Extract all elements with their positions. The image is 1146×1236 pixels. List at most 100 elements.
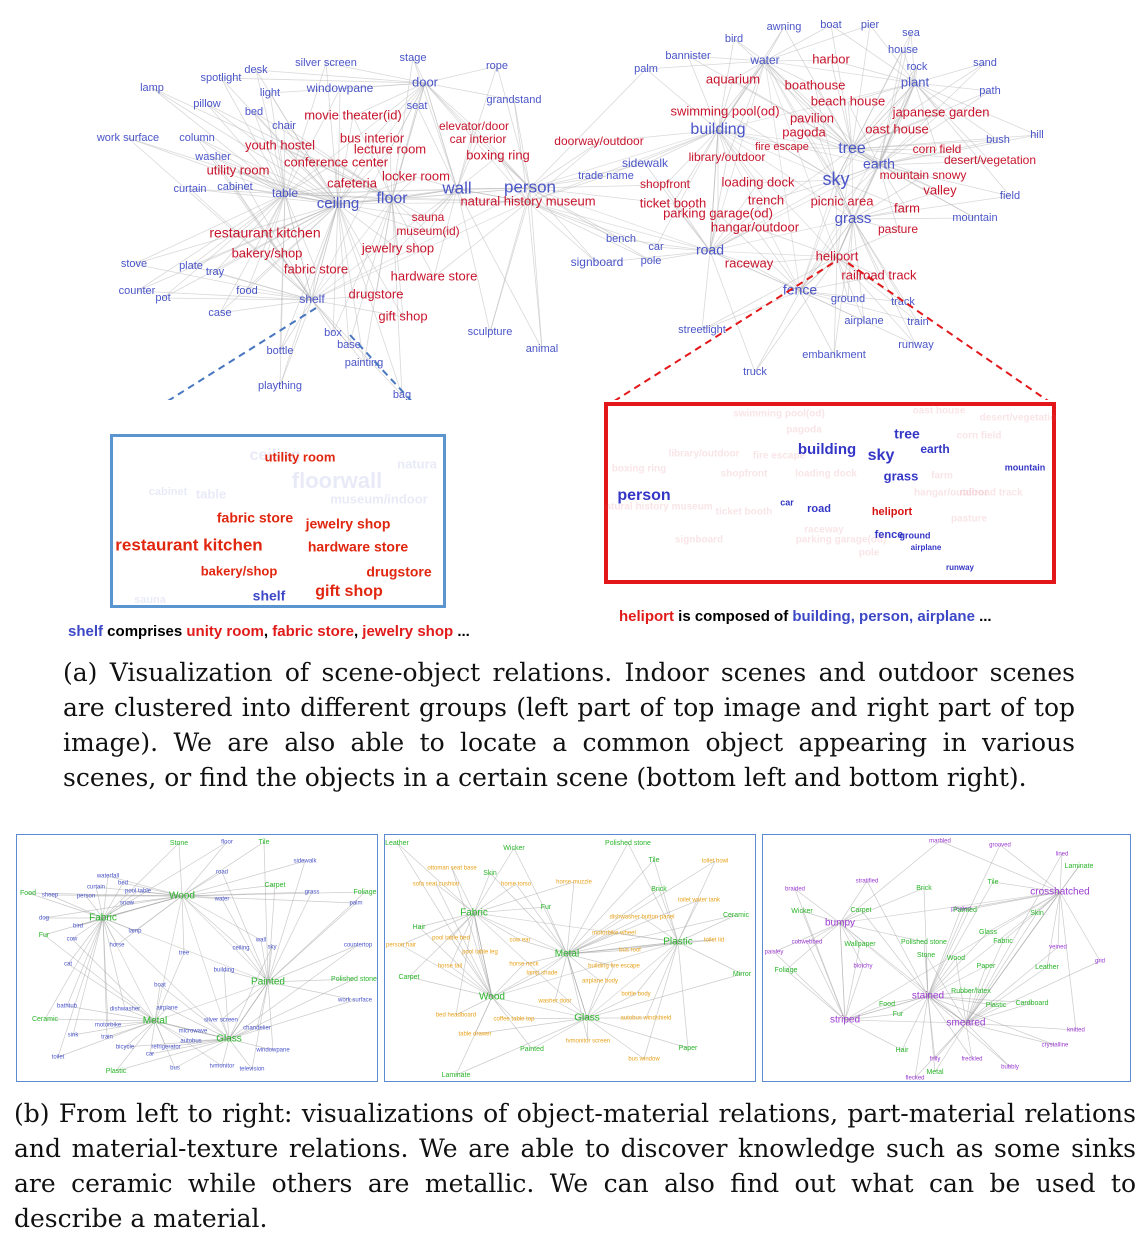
graph-edge — [267, 981, 274, 1051]
graph-edge — [726, 60, 766, 159]
graph-edge — [228, 1038, 253, 1070]
graph-edge — [337, 203, 399, 250]
graph-edge — [396, 842, 493, 998]
object-node: painting — [345, 357, 384, 369]
material-node: Fabric — [993, 938, 1013, 945]
material-node: Wood — [169, 891, 195, 902]
material-node: Fabric — [89, 913, 117, 924]
graph-edge — [190, 193, 286, 267]
graph-edge — [764, 59, 832, 62]
object-node: car — [648, 241, 664, 253]
graph-edge — [127, 137, 313, 301]
graph-edge — [925, 954, 967, 1024]
graph-edge — [844, 965, 864, 1021]
graph-edge — [844, 891, 1061, 1021]
object-node: curtain — [87, 885, 105, 891]
graph-edge — [255, 69, 426, 84]
faded-node: farm — [931, 471, 953, 482]
graph-edge — [1059, 853, 1063, 893]
object-node: stage — [400, 52, 427, 64]
graph-edge — [999, 844, 1061, 893]
legend-separator: , — [850, 608, 860, 625]
graph-edge — [116, 895, 183, 946]
scene-node: parking garage(od) — [663, 205, 773, 220]
graph-edge — [325, 62, 339, 205]
graph-edge — [154, 1020, 192, 1042]
graph-edge — [927, 957, 957, 997]
graph-edge — [311, 299, 404, 318]
graph-edge — [400, 944, 493, 998]
scene-node: drugstore — [366, 564, 432, 580]
scene-node: pavilion — [790, 110, 834, 125]
part-node: table drawer — [458, 1032, 491, 1038]
material-node: Mirror — [733, 971, 752, 978]
object-node: water — [214, 897, 230, 903]
scene-node: fire escape — [755, 141, 809, 153]
graph-edge — [709, 129, 719, 252]
object-node: bush — [986, 134, 1010, 146]
graph-edge — [851, 82, 916, 150]
graph-edge — [529, 187, 711, 252]
graph-edge — [836, 82, 916, 258]
graph-edge — [351, 183, 393, 200]
graph-edge — [220, 981, 269, 1021]
graph-edge — [489, 872, 568, 955]
object-node: light — [260, 87, 280, 99]
object-node: wall — [255, 938, 266, 944]
graph-edge — [513, 99, 531, 189]
graph-edge — [181, 895, 242, 949]
texture-node: striped — [830, 1015, 860, 1026]
graph-edge — [566, 932, 615, 955]
part-node: person hair — [386, 943, 416, 949]
legend-item: unity room — [186, 623, 264, 640]
graph-edge — [851, 148, 941, 192]
texture-node: stratified — [856, 879, 879, 885]
object-node: signboard — [571, 255, 624, 269]
graph-edge — [279, 145, 339, 205]
object-node: food — [236, 285, 257, 297]
graph-edge — [337, 188, 458, 205]
object-node: streetlight — [678, 324, 726, 336]
object-node: waterfall — [96, 874, 119, 880]
graph-edge — [400, 912, 475, 946]
graph-edge — [529, 141, 600, 189]
graph-edge — [513, 99, 529, 203]
scene-node: aquarium — [706, 71, 760, 86]
graph-edge — [228, 1038, 274, 1051]
graph-edge — [629, 941, 679, 951]
graph-edge — [473, 912, 568, 955]
graph-edge — [839, 922, 861, 945]
graph-edge — [852, 218, 917, 346]
material-node: Plastic — [663, 937, 692, 948]
scene-node: bakery/shop — [232, 245, 303, 260]
graph-edge — [449, 912, 475, 967]
legend-item: jewelry shop — [362, 623, 454, 640]
object-node: ceiling — [232, 946, 249, 952]
graph-edge — [794, 888, 841, 924]
graph-edge — [851, 49, 904, 150]
faded-node: cabinet — [149, 486, 188, 498]
graph-edge — [830, 24, 853, 150]
graph-edge — [267, 884, 276, 983]
graph-edge — [839, 887, 925, 924]
graph-edge — [709, 179, 837, 252]
graph-edge — [408, 976, 493, 998]
graph-edge — [927, 995, 997, 1006]
graph-edge — [136, 193, 286, 292]
graph-edge — [415, 176, 458, 190]
legend-subject: heliport — [619, 608, 674, 625]
scene-node: picnic area — [811, 193, 875, 208]
graph-edge — [102, 917, 230, 1040]
graph-edge — [886, 995, 929, 1005]
graph-edge — [267, 944, 359, 983]
object-node: runway — [946, 563, 975, 572]
object-node: boat — [820, 19, 841, 31]
graph-edge — [332, 198, 393, 334]
graph-edge — [835, 179, 908, 210]
object-node: earth — [920, 442, 949, 456]
scene-node: raceway — [725, 255, 774, 270]
scene-node: hardware store — [391, 268, 478, 283]
graph-edge — [266, 253, 313, 301]
graph-edge — [223, 969, 230, 1040]
graph-edge — [284, 193, 317, 271]
